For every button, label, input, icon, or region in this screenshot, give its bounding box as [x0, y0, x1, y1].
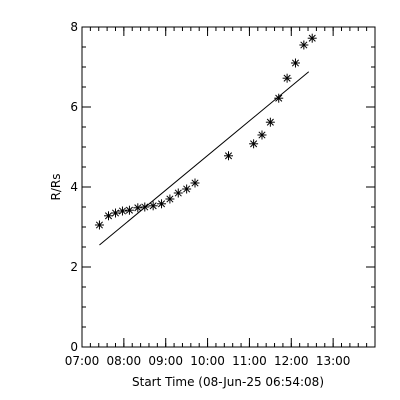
- data-point: [307, 33, 317, 43]
- data-point: [282, 73, 292, 83]
- x-tick-label: 12:00: [274, 354, 309, 368]
- x-tick-labels: 07:00 08:00 09:00 10:00 11:00 12:00 13:00: [65, 354, 351, 368]
- data-point: [290, 58, 300, 68]
- data-point: [140, 202, 150, 212]
- data-point: [224, 151, 233, 161]
- y-tick-label: 2: [70, 260, 78, 274]
- data-point: [124, 205, 134, 215]
- plot-frame: [81, 26, 376, 348]
- data-point: [265, 117, 275, 127]
- data-point: [94, 220, 104, 230]
- data-point: [249, 139, 259, 149]
- x-tick-label: 11:00: [232, 354, 267, 368]
- major-ticks: [81, 26, 375, 348]
- data-point: [190, 178, 200, 188]
- data-point: [165, 194, 175, 204]
- data-points: [94, 33, 317, 230]
- x-tick-label: 10:00: [190, 354, 225, 368]
- x-tick-label: 13:00: [316, 354, 351, 368]
- data-point: [148, 201, 158, 211]
- x-axis-label: Start Time (08-Jun-25 06:54:08): [132, 375, 324, 389]
- y-tick-labels: 0 2 4 6 8: [70, 20, 78, 354]
- data-point: [117, 206, 127, 216]
- y-tick-label: 0: [70, 340, 78, 354]
- x-tick-label: 08:00: [107, 354, 142, 368]
- y-axis-label: R/Rs: [49, 174, 63, 201]
- data-point: [274, 93, 284, 103]
- data-point: [182, 184, 192, 194]
- data-point: [157, 199, 167, 209]
- data-point: [133, 203, 143, 213]
- minor-ticks: [81, 26, 376, 348]
- fit-line: [99, 71, 310, 246]
- data-point: [110, 208, 120, 218]
- data-point: [104, 211, 114, 221]
- y-tick-label: 4: [70, 180, 78, 194]
- data-point: [173, 188, 183, 198]
- x-tick-label: 09:00: [148, 354, 183, 368]
- x-tick-label: 07:00: [65, 354, 100, 368]
- data-point: [299, 40, 309, 50]
- y-tick-label: 6: [70, 100, 78, 114]
- y-tick-label: 8: [70, 20, 78, 34]
- fit-line-group: [99, 71, 310, 246]
- data-point: [257, 130, 267, 140]
